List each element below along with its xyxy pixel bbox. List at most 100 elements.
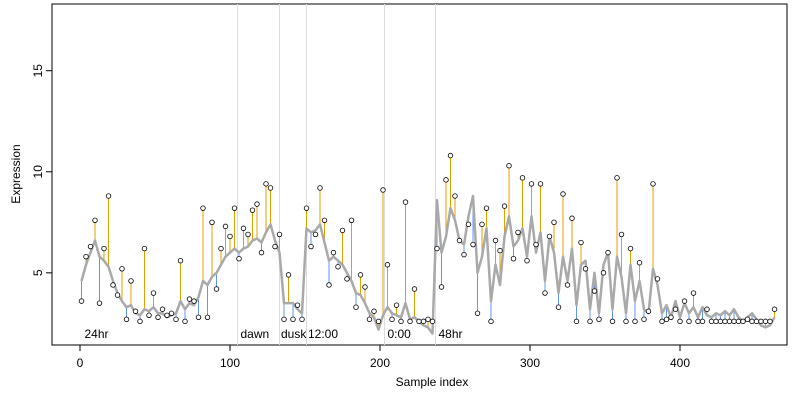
x-tick-label: 0 [77, 356, 84, 370]
point [681, 298, 688, 304]
point [123, 316, 130, 323]
point [641, 316, 647, 323]
point [362, 284, 368, 290]
point [312, 231, 319, 238]
point [483, 205, 490, 211]
point [465, 221, 472, 228]
point [231, 205, 238, 211]
point [564, 282, 571, 288]
point [263, 181, 269, 187]
point [713, 318, 719, 325]
point [573, 318, 580, 325]
point [245, 231, 251, 238]
annotation: 12:00 [308, 327, 338, 341]
point [501, 203, 508, 209]
point [762, 318, 769, 325]
annotation: dawn [241, 327, 270, 341]
point [227, 233, 233, 240]
point [591, 288, 598, 294]
point [650, 181, 656, 187]
point [357, 272, 364, 278]
point [317, 185, 323, 191]
point [749, 318, 755, 325]
point [726, 318, 733, 325]
point [596, 316, 602, 323]
y-axis-label: Expression [9, 144, 23, 203]
point [137, 318, 143, 325]
point [443, 177, 449, 183]
point [191, 298, 197, 304]
point [488, 318, 494, 325]
point [402, 199, 409, 205]
point [519, 175, 526, 181]
point [753, 318, 760, 325]
point [168, 310, 175, 316]
point [492, 237, 499, 244]
point [555, 304, 562, 310]
point [371, 308, 377, 314]
point [132, 308, 139, 314]
y-tick-label: 5 [31, 269, 45, 276]
point [474, 310, 481, 316]
point [663, 316, 670, 323]
point [200, 205, 206, 211]
point [276, 231, 283, 238]
point [771, 306, 778, 312]
point [177, 258, 184, 264]
point [353, 304, 359, 310]
point [654, 276, 661, 282]
point [285, 272, 292, 278]
point [303, 205, 310, 211]
point [240, 225, 247, 232]
point [447, 152, 454, 159]
point [767, 318, 773, 325]
annotation: 0:00 [388, 327, 412, 341]
point [186, 296, 193, 302]
point [690, 290, 697, 296]
point [258, 249, 265, 256]
point [173, 316, 179, 323]
point [335, 264, 341, 270]
point [425, 316, 431, 323]
point [731, 318, 737, 325]
point [272, 243, 278, 250]
x-tick-label: 200 [370, 356, 390, 370]
point [632, 318, 638, 325]
point [348, 217, 355, 223]
point [537, 181, 544, 187]
annotation: dusk [281, 327, 307, 341]
point [78, 298, 85, 304]
point [434, 245, 440, 252]
point [438, 284, 445, 290]
annotation: 24hr [85, 327, 109, 341]
point [735, 318, 742, 325]
point [146, 312, 152, 318]
point [87, 243, 94, 250]
point [222, 223, 229, 230]
point [83, 253, 89, 260]
point [375, 318, 382, 325]
point [308, 243, 314, 250]
plot-frame [51, 3, 788, 346]
point [105, 193, 112, 199]
point [722, 318, 728, 325]
point [645, 308, 652, 314]
y-tick-label: 10 [31, 165, 45, 179]
point [668, 314, 674, 321]
point [209, 219, 215, 226]
point [515, 229, 521, 236]
x-axis-label: Sample index [396, 375, 469, 389]
point [605, 249, 611, 256]
point [686, 318, 692, 325]
point [461, 251, 467, 258]
fit-line [80, 194, 776, 335]
point [542, 290, 548, 296]
point [281, 316, 287, 323]
point [456, 237, 463, 244]
point [470, 241, 476, 248]
point [213, 286, 220, 292]
point [384, 262, 391, 268]
point [150, 290, 157, 296]
point [582, 266, 589, 272]
point [411, 286, 418, 292]
